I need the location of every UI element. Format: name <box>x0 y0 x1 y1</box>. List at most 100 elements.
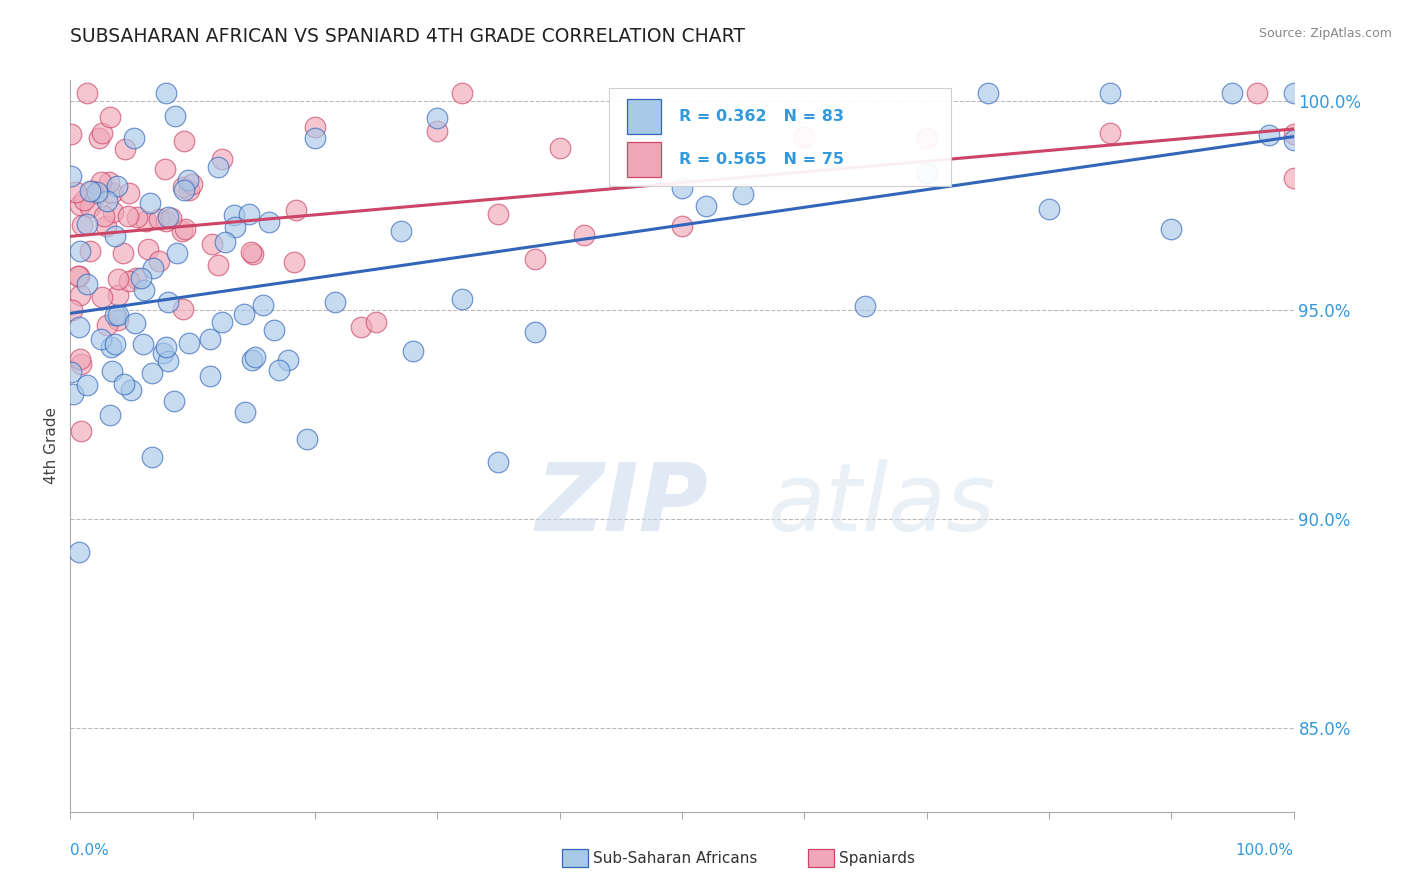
Point <box>69 288 91 302</box>
Bar <box>627 99 661 134</box>
Point <box>107 288 129 302</box>
Text: Source: ZipAtlas.com: Source: ZipAtlas.com <box>1258 27 1392 40</box>
Point <box>70 219 93 233</box>
Point <box>132 283 155 297</box>
Text: atlas: atlas <box>768 459 995 550</box>
Point <box>233 404 256 418</box>
Point <box>111 245 134 260</box>
Point <box>76 378 98 392</box>
Point <box>69 352 91 367</box>
Point <box>73 193 96 207</box>
Text: Spaniards: Spaniards <box>839 851 915 865</box>
Point <box>915 131 938 145</box>
Text: SUBSAHARAN AFRICAN VS SPANIARD 4TH GRADE CORRELATION CHART: SUBSAHARAN AFRICAN VS SPANIARD 4TH GRADE… <box>70 27 745 45</box>
Point <box>304 120 326 135</box>
Point <box>1220 86 1243 100</box>
Point <box>173 183 195 197</box>
Point <box>1160 222 1182 236</box>
Point <box>98 111 121 125</box>
Point <box>855 298 877 312</box>
Point <box>79 244 101 258</box>
Point <box>132 336 155 351</box>
Point <box>107 272 129 286</box>
Point <box>107 308 129 322</box>
Text: ZIP: ZIP <box>536 458 709 550</box>
Point <box>114 142 136 156</box>
Point <box>323 295 346 310</box>
Point <box>1099 86 1122 100</box>
Point <box>389 224 412 238</box>
Point <box>177 172 200 186</box>
Point <box>172 224 194 238</box>
Point <box>1282 171 1305 186</box>
Point <box>101 205 124 219</box>
Point <box>524 325 547 339</box>
Point <box>107 313 129 327</box>
Point <box>450 292 472 306</box>
Point <box>240 244 263 259</box>
Point <box>69 357 91 371</box>
Point <box>118 186 141 201</box>
Text: R = 0.362   N = 83: R = 0.362 N = 83 <box>679 109 845 124</box>
Point <box>157 294 180 309</box>
Point <box>90 175 112 189</box>
Point <box>69 425 91 439</box>
Point <box>67 319 90 334</box>
Point <box>733 186 755 201</box>
Point <box>285 203 308 218</box>
Point <box>96 318 118 332</box>
Point <box>211 315 233 329</box>
Point <box>269 362 291 376</box>
Point <box>198 368 221 383</box>
Point <box>60 366 83 380</box>
Point <box>402 343 425 358</box>
Point <box>671 219 693 234</box>
Point <box>976 86 998 100</box>
Point <box>125 211 148 225</box>
Text: R = 0.565   N = 75: R = 0.565 N = 75 <box>679 152 845 167</box>
Point <box>488 455 510 469</box>
Text: 0.0%: 0.0% <box>70 843 110 858</box>
Point <box>211 153 233 167</box>
Point <box>155 214 177 228</box>
Point <box>793 129 815 144</box>
Point <box>915 165 938 179</box>
Point <box>295 432 318 446</box>
Point <box>349 320 371 334</box>
Point <box>91 290 114 304</box>
Point <box>214 235 236 249</box>
Point <box>172 301 194 316</box>
Point <box>366 315 388 329</box>
Point <box>60 303 83 318</box>
Point <box>139 196 162 211</box>
Point <box>148 253 170 268</box>
Point <box>155 86 177 100</box>
Point <box>124 316 146 330</box>
Point <box>91 126 114 140</box>
Point <box>671 181 693 195</box>
Point <box>69 198 91 212</box>
Point <box>165 109 187 123</box>
Point <box>548 141 571 155</box>
Point <box>224 220 246 235</box>
Point <box>240 353 263 368</box>
Point <box>157 210 180 224</box>
Text: Sub-Saharan Africans: Sub-Saharan Africans <box>593 851 758 865</box>
Point <box>277 352 299 367</box>
Point <box>118 274 141 288</box>
Point <box>174 222 197 236</box>
Point <box>67 268 90 283</box>
Point <box>100 340 122 354</box>
Point <box>243 350 266 364</box>
Point <box>1282 127 1305 141</box>
Point <box>112 376 135 391</box>
Point <box>59 127 82 141</box>
Point <box>86 185 108 199</box>
Point <box>100 364 122 378</box>
Point <box>60 169 83 183</box>
Point <box>67 545 90 559</box>
Point <box>283 254 305 268</box>
Point <box>1038 202 1060 216</box>
Point <box>166 245 188 260</box>
Point <box>80 184 103 198</box>
